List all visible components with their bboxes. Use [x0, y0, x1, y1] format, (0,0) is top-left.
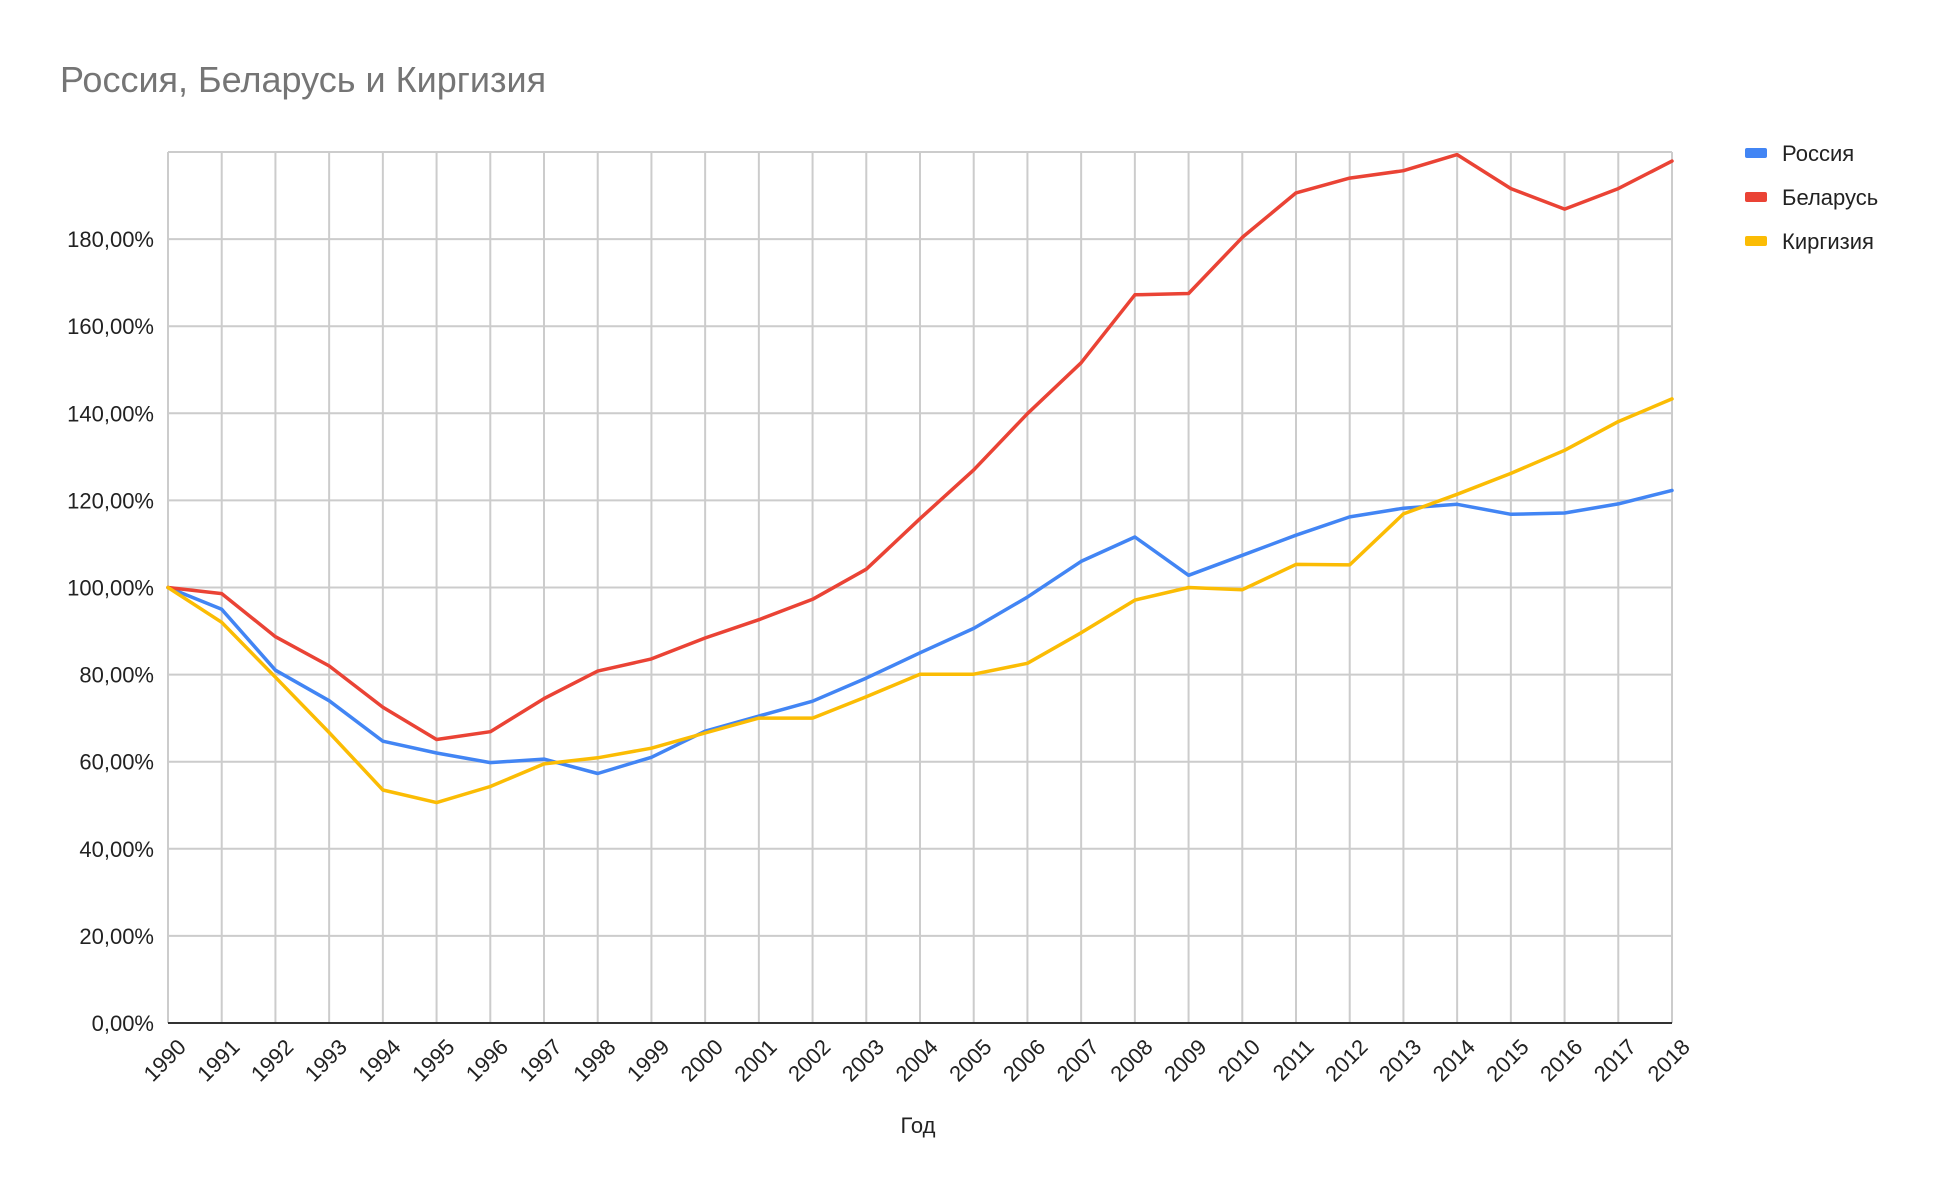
y-tick-label: 180,00% [67, 227, 154, 252]
series-lines [166, 152, 1674, 805]
legend-swatch [1745, 148, 1767, 158]
x-axis-title: Год [900, 1113, 935, 1138]
legend-swatch [1745, 236, 1767, 246]
legend-swatch [1745, 192, 1767, 202]
y-tick-label: 160,00% [67, 314, 154, 339]
chart-title: Россия, Беларусь и Киргизия [60, 59, 546, 100]
legend: Россия Беларусь Киргизия [1745, 141, 1878, 254]
y-axis-ticks: 0,00% 20,00% 40,00% 60,00% 80,00% 100,00% 120,… [67, 227, 154, 1036]
grid [167, 151, 1673, 1023]
y-tick-label: 60,00% [79, 750, 154, 775]
y-tick-label: 40,00% [79, 837, 154, 862]
series-line-Беларусь [166, 152, 1674, 742]
y-tick-label: 0,00% [92, 1011, 154, 1036]
y-tick-label: 140,00% [67, 401, 154, 426]
y-tick-label: 80,00% [79, 663, 154, 688]
y-tick-label: 20,00% [79, 924, 154, 949]
legend-label: Киргизия [1782, 229, 1874, 254]
legend-label: Беларусь [1782, 185, 1878, 210]
legend-label: Россия [1782, 141, 1854, 166]
series-line-Киргизия [166, 397, 1674, 805]
y-tick-label: 100,00% [67, 576, 154, 601]
y-tick-label: 120,00% [67, 488, 154, 513]
